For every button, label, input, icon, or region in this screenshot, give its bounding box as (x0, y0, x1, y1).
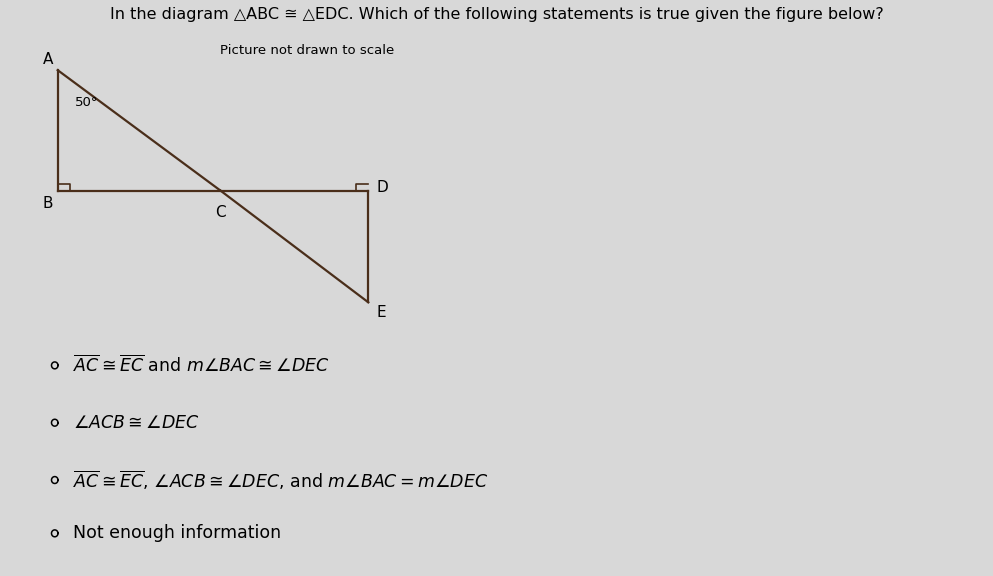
Text: Picture not drawn to scale: Picture not drawn to scale (220, 44, 394, 56)
Text: A: A (43, 52, 53, 67)
Text: C: C (215, 205, 225, 220)
Text: D: D (376, 180, 388, 195)
Text: $\angle ACB \cong \angle DEC$: $\angle ACB \cong \angle DEC$ (72, 414, 200, 431)
Text: In the diagram △ABC ≅ △EDC. Which of the following statements is true given the : In the diagram △ABC ≅ △EDC. Which of the… (109, 7, 884, 22)
Text: $\overline{AC} \cong \overline{EC}$ and $m\angle BAC \cong \angle DEC$: $\overline{AC} \cong \overline{EC}$ and … (72, 355, 330, 376)
Text: $\overline{AC} \cong \overline{EC}$, $\angle ACB \cong \angle DEC$, and $m\angle: $\overline{AC} \cong \overline{EC}$, $\a… (72, 468, 489, 492)
Text: Not enough information: Not enough information (72, 524, 281, 543)
Text: B: B (43, 196, 53, 211)
Text: E: E (376, 305, 386, 320)
Text: 50°: 50° (74, 96, 98, 109)
